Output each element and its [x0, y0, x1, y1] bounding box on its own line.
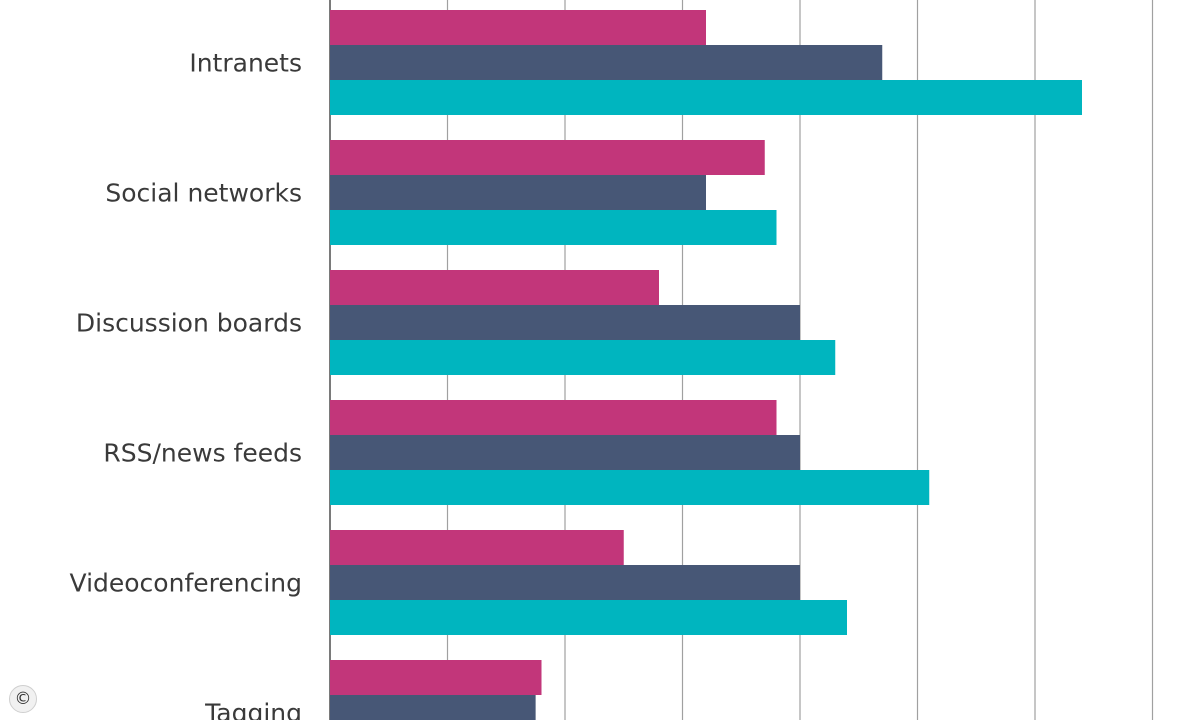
bar-3 [330, 340, 836, 375]
bar-2 [330, 45, 883, 80]
category-label: Discussion boards [76, 309, 302, 338]
copyright-icon: © [9, 685, 37, 713]
bar-1 [330, 530, 624, 565]
category-label: Tagging [204, 699, 302, 720]
bars [330, 10, 1082, 720]
bar-1 [330, 140, 765, 175]
bar-2 [330, 305, 800, 340]
bar-2 [330, 175, 706, 210]
category-label: Videoconferencing [70, 569, 302, 598]
bar-3 [330, 210, 777, 245]
category-label: Social networks [105, 179, 302, 208]
bar-3 [330, 470, 930, 505]
category-labels: Intranets Social networks Discussion board… [70, 49, 302, 720]
category-label: Intranets [189, 49, 302, 78]
bar-1 [330, 660, 542, 695]
bar-2 [330, 695, 536, 720]
bar-1 [330, 270, 659, 305]
bar-3 [330, 80, 1082, 115]
category-label: RSS/news feeds [103, 439, 302, 468]
bar-1 [330, 10, 706, 45]
bar-2 [330, 565, 800, 600]
bar-2 [330, 435, 800, 470]
bar-1 [330, 400, 777, 435]
bar-3 [330, 600, 847, 635]
